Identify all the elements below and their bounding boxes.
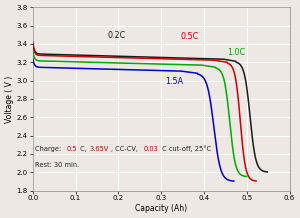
Text: Charge:: Charge:	[35, 146, 63, 152]
Text: C,: C,	[78, 146, 89, 152]
Text: 0.5: 0.5	[66, 146, 77, 152]
X-axis label: Capacity (Ah): Capacity (Ah)	[135, 204, 187, 213]
Text: , CC-CV,: , CC-CV,	[111, 146, 140, 152]
Text: 1.5A: 1.5A	[165, 77, 184, 86]
Text: 1.0C: 1.0C	[227, 48, 246, 57]
Text: 0.2C: 0.2C	[108, 31, 126, 40]
Y-axis label: Voltage ( V ): Voltage ( V )	[5, 75, 14, 123]
Text: 3.65V: 3.65V	[90, 146, 109, 152]
Text: Rest: 30 min.: Rest: 30 min.	[35, 162, 79, 168]
Text: 0.5C: 0.5C	[180, 32, 199, 41]
Text: C cut-off, 25°C: C cut-off, 25°C	[160, 145, 211, 152]
Text: 0.03: 0.03	[143, 146, 158, 152]
